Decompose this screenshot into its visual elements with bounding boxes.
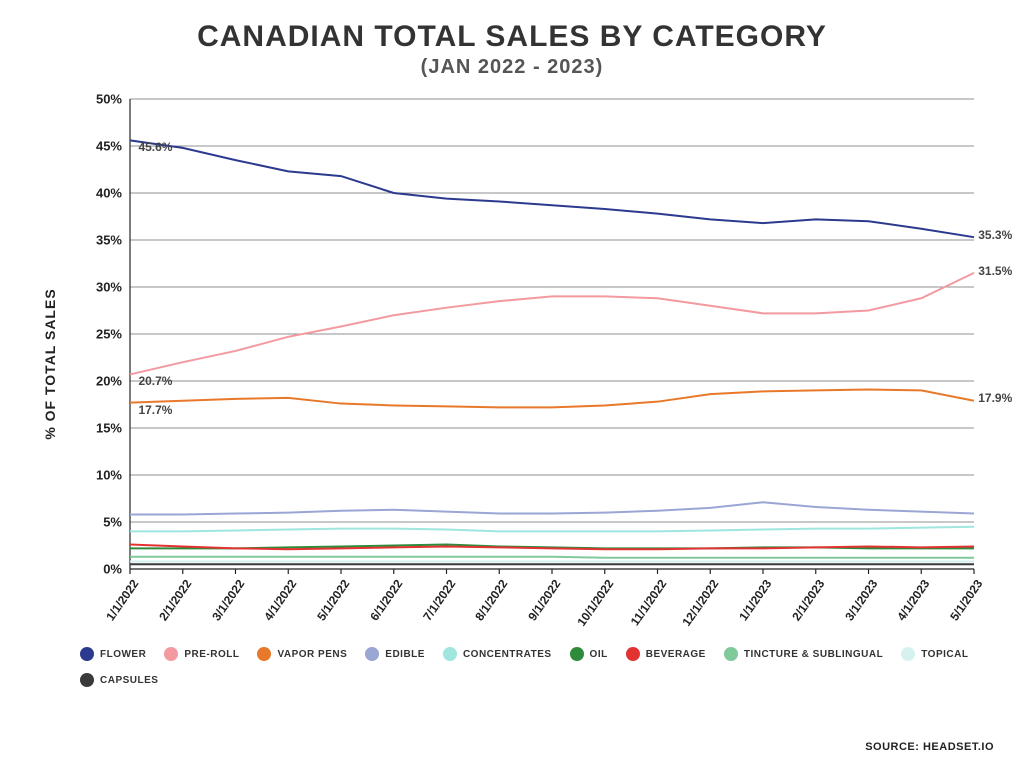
plot-region: 0%5%10%15%20%25%30%35%40%45%50%1/1/20222… bbox=[130, 99, 974, 569]
legend-item: CONCENTRATES bbox=[443, 647, 552, 661]
y-tick-label: 5% bbox=[103, 515, 122, 530]
series-start-label: 20.7% bbox=[138, 374, 172, 388]
y-tick-label: 0% bbox=[103, 562, 122, 577]
legend-item: OIL bbox=[570, 647, 608, 661]
legend-label: OIL bbox=[590, 649, 608, 660]
legend-label: TINCTURE & SUBLINGUAL bbox=[744, 649, 883, 660]
series-line bbox=[130, 502, 974, 514]
source-label: SOURCE: bbox=[865, 741, 919, 753]
legend-swatch bbox=[443, 647, 457, 661]
chart-area: % OF TOTAL SALES 0%5%10%15%20%25%30%35%4… bbox=[70, 89, 994, 639]
legend-item: EDIBLE bbox=[365, 647, 425, 661]
series-line bbox=[130, 273, 974, 375]
chart-subtitle: (JAN 2022 - 2023) bbox=[30, 56, 994, 79]
legend-swatch bbox=[164, 647, 178, 661]
legend-swatch bbox=[724, 647, 738, 661]
y-tick-label: 25% bbox=[96, 327, 122, 342]
series-end-label: 17.9% bbox=[978, 391, 1012, 405]
y-axis-label: % OF TOTAL SALES bbox=[42, 288, 58, 439]
legend-item: BEVERAGE bbox=[626, 647, 706, 661]
legend-swatch bbox=[80, 647, 94, 661]
source-value: HEADSET.IO bbox=[923, 741, 994, 753]
legend-item: TINCTURE & SUBLINGUAL bbox=[724, 647, 883, 661]
legend-label: VAPOR PENS bbox=[277, 649, 347, 660]
legend-item: CAPSULES bbox=[80, 673, 158, 687]
series-line bbox=[130, 389, 974, 407]
legend-item: FLOWER bbox=[80, 647, 146, 661]
y-tick-label: 50% bbox=[96, 92, 122, 107]
series-line bbox=[130, 527, 974, 532]
series-end-label: 31.5% bbox=[978, 264, 1012, 278]
legend-item: TOPICAL bbox=[901, 647, 968, 661]
legend-label: BEVERAGE bbox=[646, 649, 706, 660]
y-tick-label: 20% bbox=[96, 374, 122, 389]
source-attribution: SOURCE: HEADSET.IO bbox=[865, 741, 994, 753]
x-tick-label: 5/1/2023 bbox=[974, 539, 1012, 585]
y-tick-label: 30% bbox=[96, 280, 122, 295]
y-tick-label: 35% bbox=[96, 233, 122, 248]
series-start-label: 17.7% bbox=[138, 403, 172, 417]
legend-swatch bbox=[901, 647, 915, 661]
y-tick-label: 45% bbox=[96, 139, 122, 154]
legend-label: PRE-ROLL bbox=[184, 649, 239, 660]
series-line bbox=[130, 140, 974, 237]
legend-item: VAPOR PENS bbox=[257, 647, 347, 661]
legend: FLOWER PRE-ROLL VAPOR PENS EDIBLE CONCENTRAT… bbox=[80, 647, 994, 687]
legend-label: TOPICAL bbox=[921, 649, 968, 660]
legend-swatch bbox=[365, 647, 379, 661]
title-block: CANADIAN TOTAL SALES BY CATEGORY (JAN 20… bbox=[30, 20, 994, 79]
series-start-label: 45.6% bbox=[138, 140, 172, 154]
legend-swatch bbox=[257, 647, 271, 661]
series-end-label: 35.3% bbox=[978, 228, 1012, 242]
legend-label: EDIBLE bbox=[385, 649, 425, 660]
legend-swatch bbox=[626, 647, 640, 661]
legend-swatch bbox=[80, 673, 94, 687]
legend-label: CAPSULES bbox=[100, 675, 158, 686]
legend-label: FLOWER bbox=[100, 649, 146, 660]
y-tick-label: 10% bbox=[96, 468, 122, 483]
y-tick-label: 40% bbox=[96, 186, 122, 201]
legend-swatch bbox=[570, 647, 584, 661]
chart-title: CANADIAN TOTAL SALES BY CATEGORY bbox=[30, 20, 994, 54]
legend-label: CONCENTRATES bbox=[463, 649, 552, 660]
legend-item: PRE-ROLL bbox=[164, 647, 239, 661]
y-tick-label: 15% bbox=[96, 421, 122, 436]
